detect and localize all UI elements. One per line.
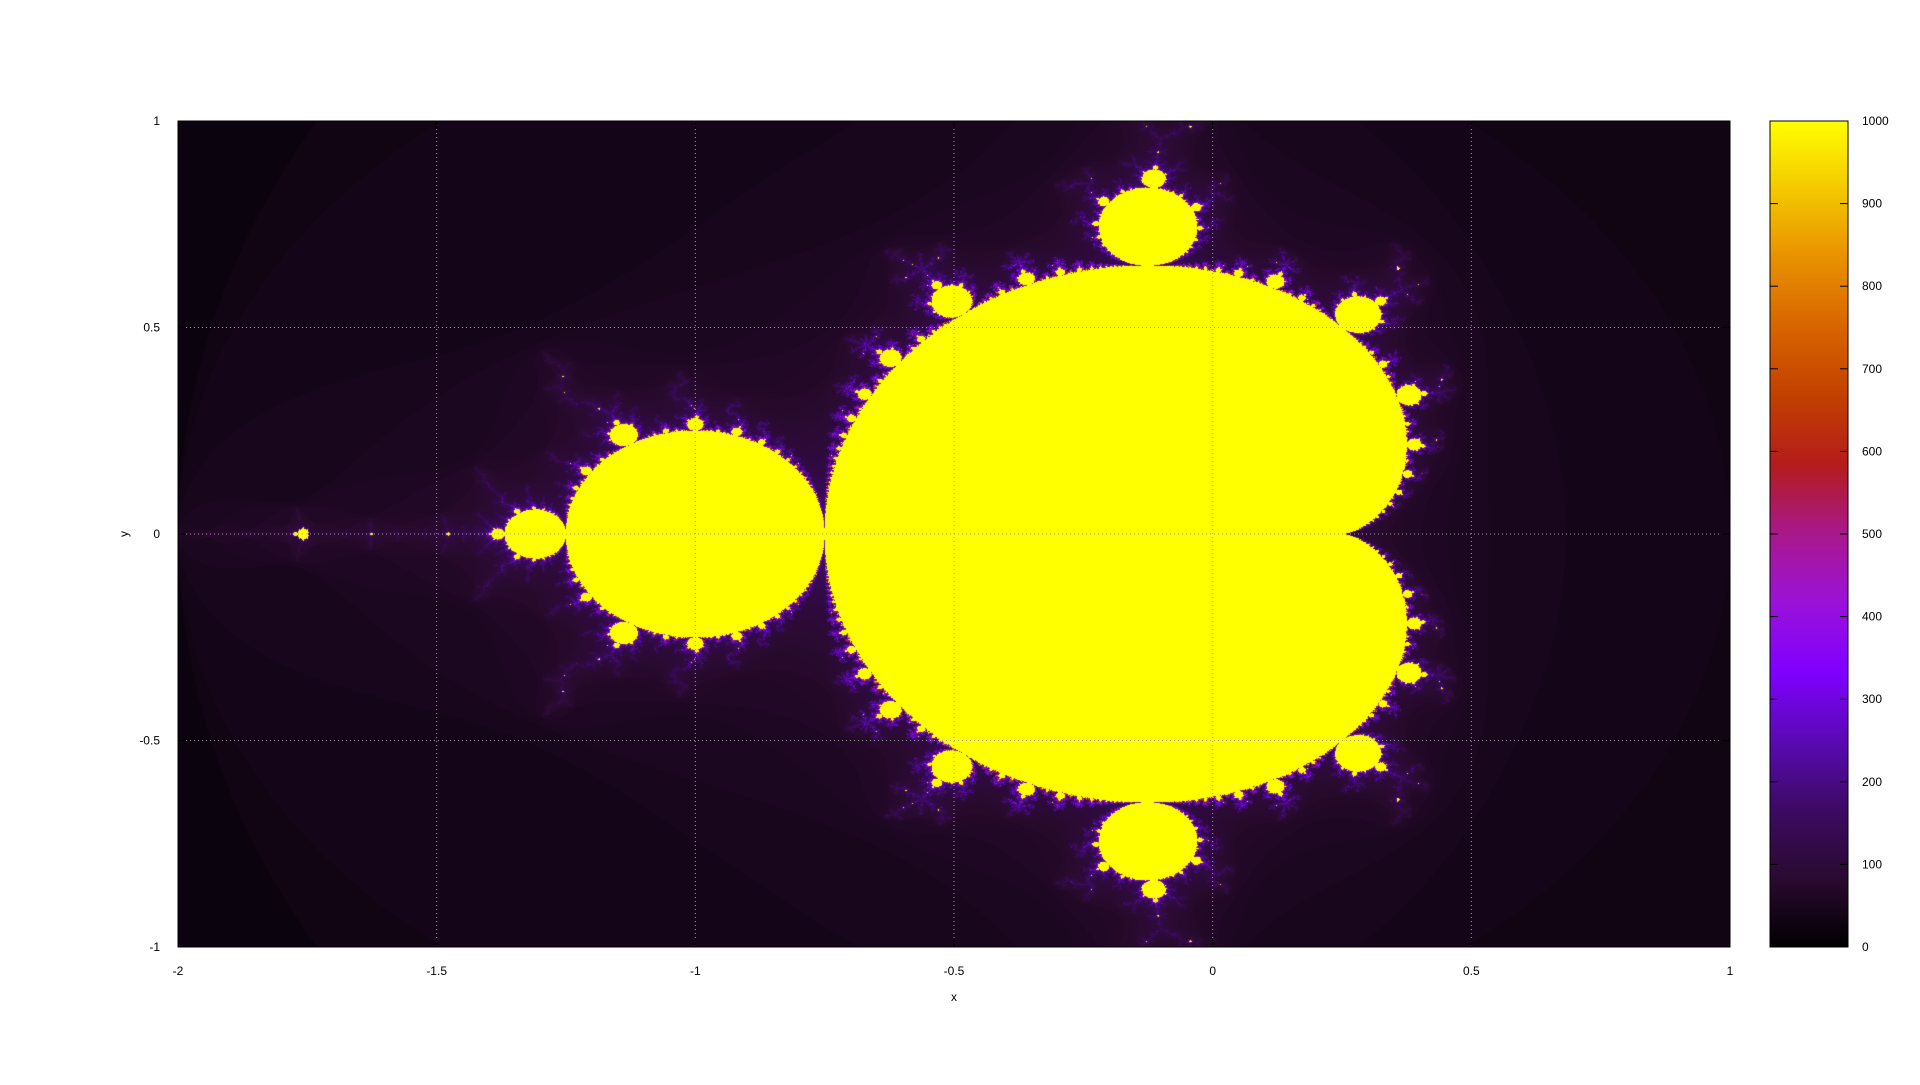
y-tick-label: -1 bbox=[149, 940, 160, 954]
colorbar-tick-label: 1000 bbox=[1862, 114, 1889, 128]
x-axis-label: x bbox=[951, 990, 957, 1004]
x-tick-label: -1.5 bbox=[426, 964, 447, 978]
x-tick-label: -2 bbox=[173, 964, 184, 978]
colorbar-tick-label: 400 bbox=[1862, 610, 1882, 624]
y-tick-label: 0 bbox=[153, 527, 160, 541]
x-tick-label: -0.5 bbox=[944, 964, 965, 978]
y-tick-label: 1 bbox=[153, 114, 160, 128]
x-tick-label: -1 bbox=[690, 964, 701, 978]
colorbar-tick-label: 900 bbox=[1862, 197, 1882, 211]
x-tick-label: 1 bbox=[1727, 964, 1734, 978]
x-tick-label: 0.5 bbox=[1463, 964, 1480, 978]
colorbar-tick-label: 500 bbox=[1862, 527, 1882, 541]
colorbar-tick-label: 800 bbox=[1862, 279, 1882, 293]
colorbar bbox=[1769, 120, 1849, 948]
y-tick-label: -0.5 bbox=[139, 734, 160, 748]
y-axis-ticks: 1 0.5 0 -0.5 -1 bbox=[139, 114, 1730, 954]
colorbar-tick-label: 200 bbox=[1862, 775, 1882, 789]
colorbar-tick-label: 600 bbox=[1862, 444, 1882, 458]
x-axis-ticks: -2 -1.5 -1 -0.5 0 0.5 1 bbox=[173, 121, 1734, 978]
colorbar-tick-label: 100 bbox=[1862, 857, 1882, 871]
colorbar-tick-label: 0 bbox=[1862, 940, 1869, 954]
grid-lines bbox=[178, 121, 1730, 947]
colorbar-tick-label: 700 bbox=[1862, 362, 1882, 376]
colorbar-tick-label: 300 bbox=[1862, 692, 1882, 706]
y-axis-label: y bbox=[117, 531, 131, 537]
y-tick-label: 0.5 bbox=[143, 321, 160, 335]
x-tick-label: 0 bbox=[1209, 964, 1216, 978]
